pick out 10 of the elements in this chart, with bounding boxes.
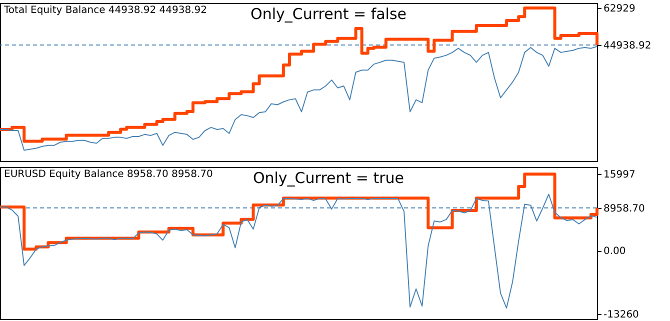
- y-tick-label: 44938.92: [604, 40, 652, 52]
- y-tick-label: -13260: [604, 310, 639, 321]
- annotation: EURUSD Equity Balance 8958.70 8958.70: [4, 169, 213, 180]
- chart-title: Only_Current = true: [252, 169, 404, 187]
- y-tick-label: 62929: [604, 3, 636, 14]
- y-tick-label: 8958.70: [604, 203, 645, 214]
- annotation: Total Equity Balance 44938.92 44938.92: [3, 5, 208, 16]
- chart-title: Only_Current = false: [250, 5, 406, 23]
- y-tick-label: 15997: [604, 170, 636, 181]
- y-tick-label: 0.00: [604, 246, 626, 258]
